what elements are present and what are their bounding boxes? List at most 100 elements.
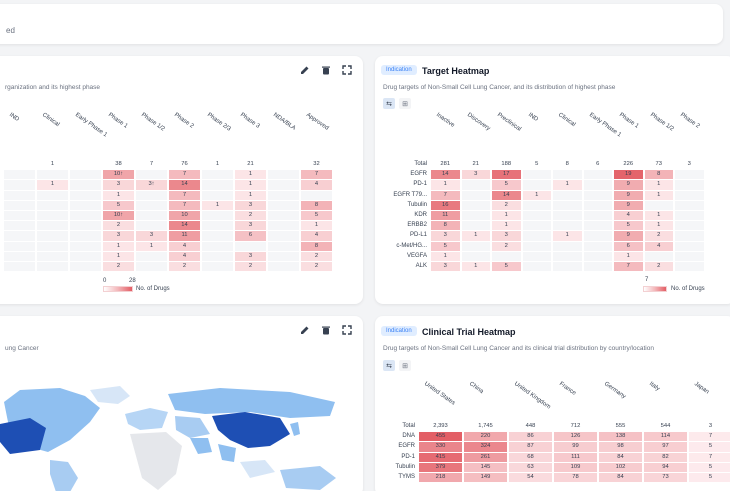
edit-icon[interactable] <box>299 64 311 76</box>
heatmap-cell[interactable] <box>4 251 35 261</box>
heatmap-cell[interactable]: 11 <box>431 211 460 221</box>
heatmap-cell[interactable] <box>675 221 704 231</box>
heatmap-cell[interactable] <box>461 221 490 231</box>
heatmap-cell[interactable]: 84 <box>599 473 642 483</box>
heatmap-cell[interactable] <box>583 170 612 180</box>
heatmap-cell[interactable]: 9 <box>614 200 643 210</box>
heatmap-cell[interactable]: 114 <box>644 432 687 442</box>
heatmap-cell[interactable]: 2 <box>301 262 332 272</box>
heatmap-cell[interactable]: 448 <box>509 422 552 432</box>
heatmap-cell[interactable]: 7 <box>169 190 200 200</box>
heatmap-cell[interactable]: 5 <box>301 211 332 221</box>
heatmap-cell[interactable]: 68 <box>509 452 552 462</box>
heatmap-cell[interactable] <box>268 251 299 261</box>
heatmap-cell[interactable]: 7 <box>169 200 200 210</box>
heatmap-cell[interactable]: 19 <box>614 170 643 180</box>
heatmap-cell[interactable]: 1 <box>37 180 68 190</box>
heatmap-cell[interactable] <box>136 262 167 272</box>
heatmap-cell[interactable]: 5 <box>689 462 730 472</box>
heatmap-cell[interactable] <box>4 241 35 251</box>
heatmap-cell[interactable] <box>202 180 233 190</box>
heatmap-cell[interactable]: 3 <box>431 262 460 272</box>
heatmap-cell[interactable]: 14 <box>169 180 200 190</box>
heatmap-cell[interactable]: 1 <box>431 251 460 261</box>
heatmap-cell[interactable]: 145 <box>464 462 507 472</box>
heatmap-cell[interactable]: 9 <box>614 231 643 241</box>
heatmap-cell[interactable] <box>675 200 704 210</box>
heatmap-cell[interactable]: 5 <box>614 221 643 231</box>
heatmap-cell[interactable]: 544 <box>644 422 687 432</box>
heatmap-cell[interactable]: 82 <box>644 452 687 462</box>
heatmap-cell[interactable]: 415 <box>419 452 462 462</box>
heatmap-cell[interactable]: 3 <box>235 251 266 261</box>
heatmap-cell[interactable] <box>136 170 167 180</box>
heatmap-cell[interactable]: 1 <box>301 221 332 231</box>
heatmap-cell[interactable] <box>70 190 101 200</box>
heatmap-cell[interactable]: 3 <box>235 221 266 231</box>
heatmap-cell[interactable]: 261 <box>464 452 507 462</box>
heatmap-cell[interactable] <box>553 251 582 261</box>
heatmap-cell[interactable]: 2 <box>492 200 521 210</box>
heatmap-cell[interactable]: 16 <box>431 200 460 210</box>
heatmap-cell[interactable]: 1 <box>235 170 266 180</box>
heatmap-cell[interactable]: 21 <box>235 160 266 170</box>
heatmap-cell[interactable] <box>70 231 101 241</box>
heatmap-cell[interactable]: 10↑ <box>103 170 134 180</box>
heatmap-cell[interactable] <box>583 180 612 190</box>
heatmap-cell[interactable]: 324 <box>464 442 507 452</box>
heatmap-cell[interactable] <box>4 262 35 272</box>
heatmap-cell[interactable] <box>675 251 704 261</box>
heatmap-cell[interactable]: 5 <box>492 180 521 190</box>
heatmap-cell[interactable]: 7 <box>689 452 730 462</box>
heatmap-cell[interactable] <box>202 251 233 261</box>
heatmap-cell[interactable] <box>202 221 233 231</box>
heatmap-cell[interactable] <box>461 200 490 210</box>
heatmap-cell[interactable]: 4 <box>614 211 643 221</box>
heatmap-cell[interactable] <box>37 211 68 221</box>
heatmap-cell[interactable] <box>70 211 101 221</box>
heatmap-cell[interactable]: 226 <box>614 160 643 170</box>
heatmap-cell[interactable]: 8 <box>431 221 460 231</box>
heatmap-cell[interactable] <box>268 241 299 251</box>
heatmap-cell[interactable]: 5 <box>522 160 551 170</box>
heatmap-cell[interactable] <box>553 262 582 272</box>
heatmap-cell[interactable] <box>268 190 299 200</box>
heatmap-cell[interactable]: 5 <box>689 473 730 483</box>
heatmap-cell[interactable]: 1 <box>644 211 673 221</box>
heatmap-cell[interactable] <box>136 211 167 221</box>
heatmap-cell[interactable] <box>553 241 582 251</box>
heatmap-cell[interactable]: 3 <box>492 231 521 241</box>
heatmap-cell[interactable]: 6 <box>614 241 643 251</box>
heatmap-cell[interactable] <box>675 231 704 241</box>
heatmap-cell[interactable] <box>268 160 299 170</box>
heatmap-cell[interactable] <box>4 160 35 170</box>
heatmap-cell[interactable] <box>583 211 612 221</box>
grid-view-icon[interactable]: ⇆ <box>383 98 395 109</box>
heatmap-cell[interactable]: 38 <box>103 160 134 170</box>
heatmap-cell[interactable]: 5 <box>431 241 460 251</box>
heatmap-cell[interactable]: 1 <box>103 241 134 251</box>
heatmap-cell[interactable]: 109 <box>554 462 597 472</box>
heatmap-cell[interactable] <box>522 241 551 251</box>
heatmap-cell[interactable]: 4 <box>169 251 200 261</box>
heatmap-cell[interactable] <box>268 221 299 231</box>
heatmap-cell[interactable]: 1 <box>614 251 643 261</box>
heatmap-cell[interactable] <box>553 200 582 210</box>
heatmap-cell[interactable]: 3 <box>431 231 460 241</box>
heatmap-cell[interactable]: 1 <box>202 160 233 170</box>
heatmap-cell[interactable] <box>37 241 68 251</box>
heatmap-cell[interactable]: 2 <box>235 211 266 221</box>
heatmap-cell[interactable]: 14 <box>169 221 200 231</box>
heatmap-cell[interactable] <box>461 251 490 261</box>
heatmap-cell[interactable] <box>202 262 233 272</box>
heatmap-cell[interactable] <box>583 241 612 251</box>
heatmap-cell[interactable]: 2 <box>301 251 332 261</box>
heatmap-cell[interactable]: 1 <box>553 231 582 241</box>
heatmap-cell[interactable] <box>522 251 551 261</box>
heatmap-cell[interactable]: 1 <box>103 251 134 261</box>
heatmap-cell[interactable] <box>70 251 101 261</box>
heatmap-cell[interactable]: 281 <box>431 160 460 170</box>
heatmap-cell[interactable] <box>37 231 68 241</box>
heatmap-cell[interactable] <box>461 241 490 251</box>
heatmap-cell[interactable]: 2 <box>492 241 521 251</box>
